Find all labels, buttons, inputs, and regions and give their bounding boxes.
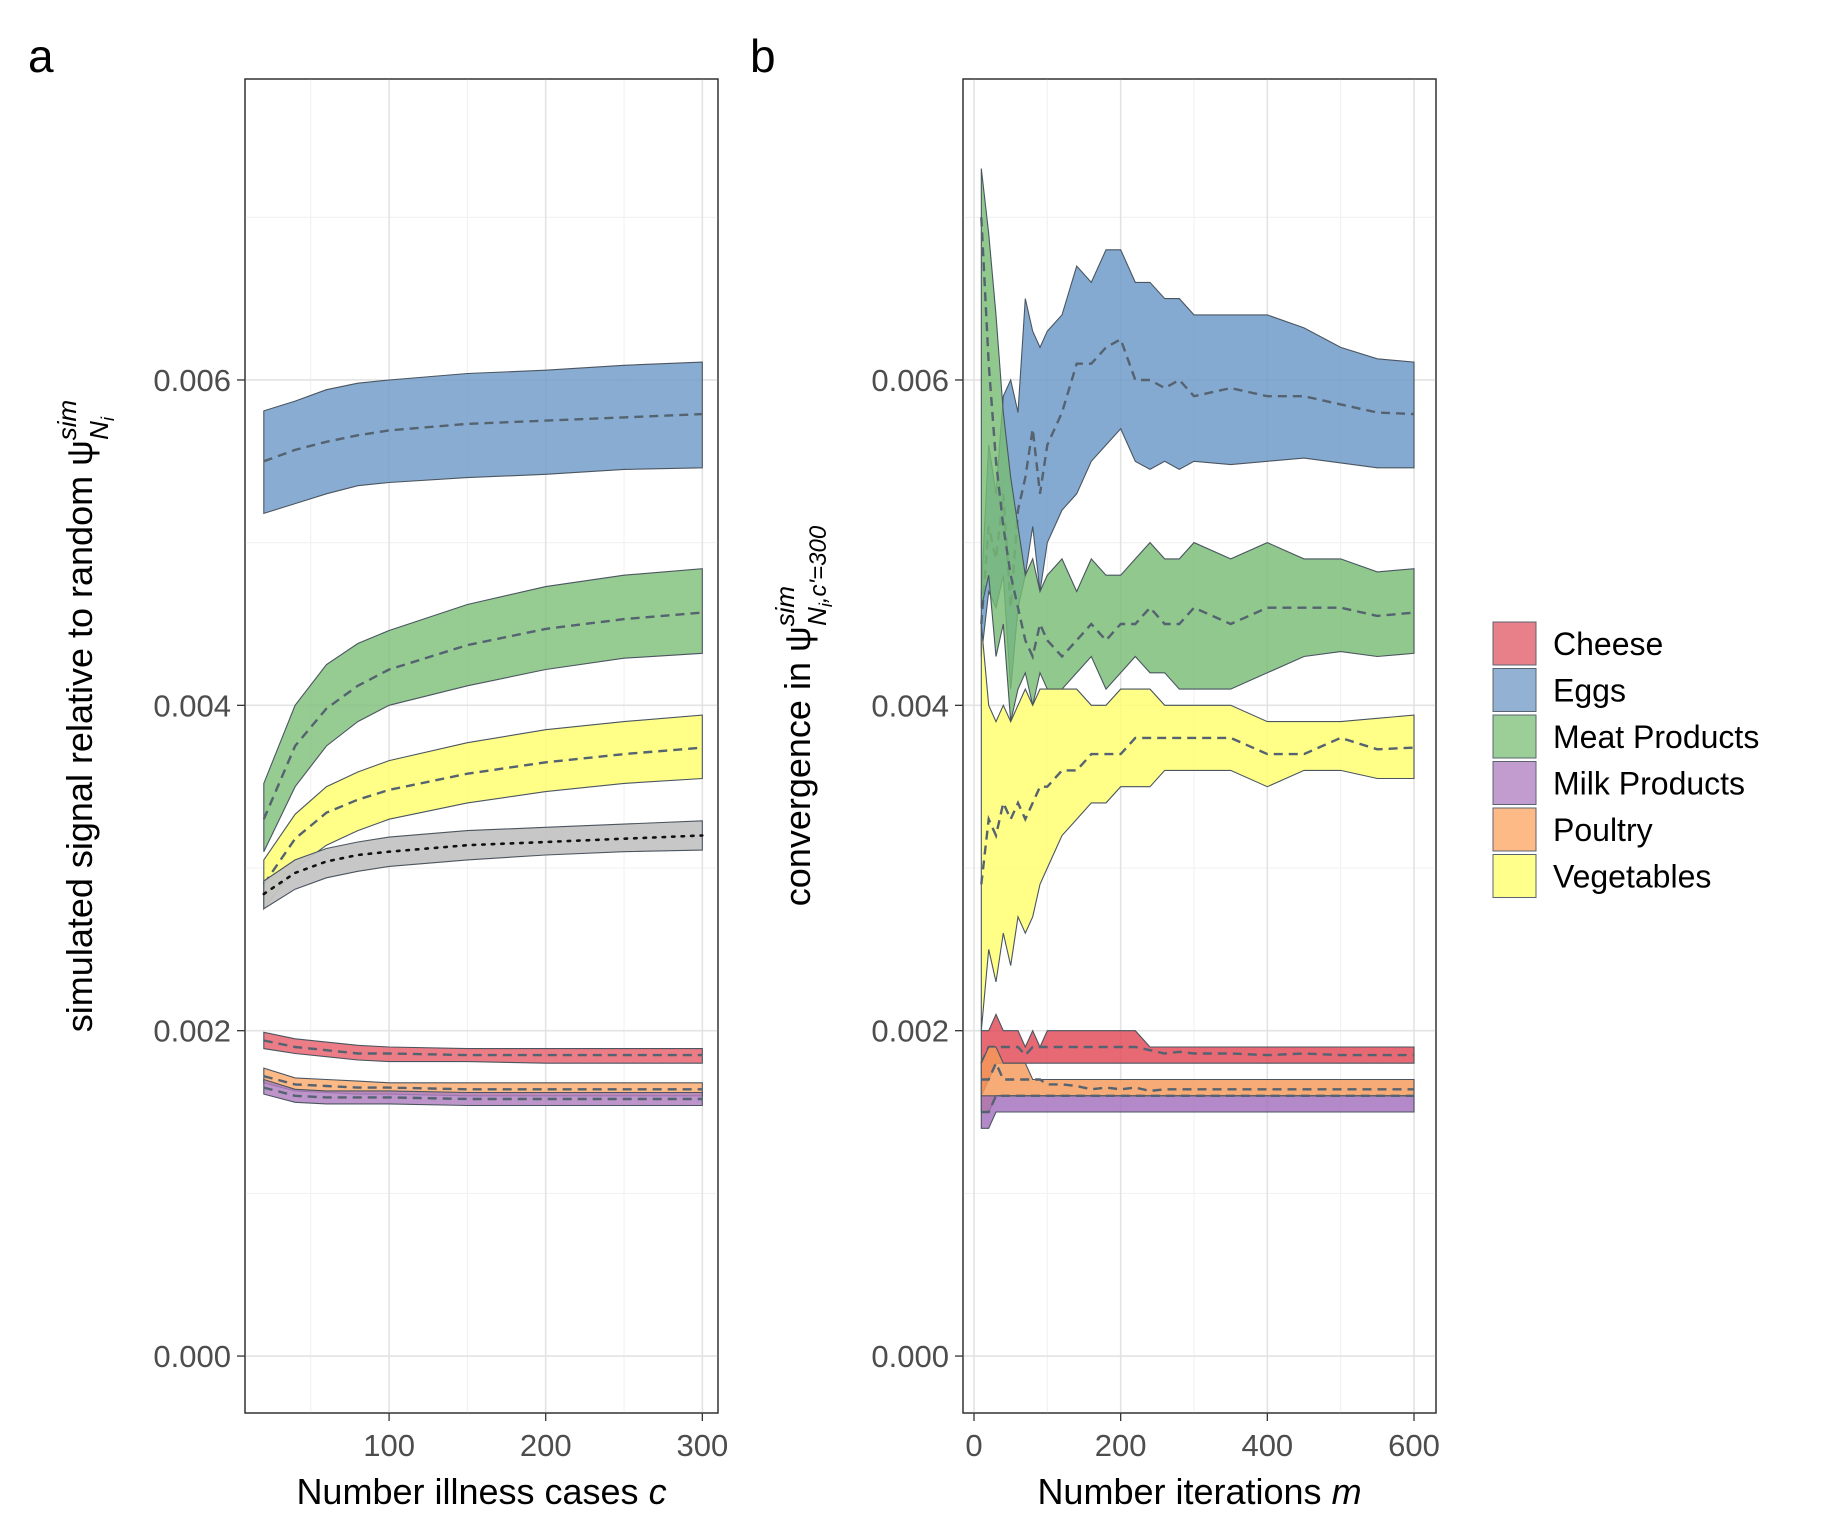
band-vegetables-a (263, 714, 703, 911)
y-tick-label: 0.004 (153, 688, 231, 723)
panel-b-letter: b (750, 30, 776, 82)
band-eggs-a (263, 361, 703, 515)
x-tick-label: 100 (363, 1428, 415, 1463)
band-milk-products-b (980, 1095, 1415, 1129)
band-milk-products-a (263, 1078, 703, 1107)
y-axis-title-b: convergence in ψsimNi,c'=300 (770, 525, 836, 906)
x-axis-title-a: Number illness cases c (296, 1471, 666, 1512)
band-reference-a (263, 820, 703, 910)
x-tick-label: 300 (676, 1428, 728, 1463)
mean-line-poultry-a (263, 1075, 703, 1091)
mean-line-vegetables-b (980, 736, 1415, 885)
panel-a-letter: a (28, 30, 54, 82)
y-tick-label: 0.006 (153, 363, 231, 398)
legend-label-vegetables: Vegetables (1553, 859, 1711, 895)
x-tick-label: 400 (1241, 1428, 1293, 1463)
band-eggs-b (980, 249, 1415, 690)
legend-label-meat-products: Meat Products (1553, 719, 1759, 755)
panel-b-border (962, 78, 1437, 1414)
mean-line-vegetables-a (262, 746, 703, 885)
x-tick-label: 0 (965, 1428, 982, 1463)
mean-line-poultry-b (981, 1060, 1414, 1093)
legend-key-milk-products (1492, 761, 1537, 805)
y-tick-label: 0.006 (871, 363, 949, 398)
legend-label-milk-products: Milk Products (1553, 766, 1745, 802)
x-axis-title-b: Number iterations m (1037, 1471, 1361, 1512)
legend-key-meat-products (1492, 714, 1537, 759)
y-axis-title-a: simulated signal relative to random ψsim… (52, 400, 118, 1032)
mean-line-meat-products-a (262, 611, 703, 820)
legend-key-eggs (1492, 668, 1537, 712)
mean-line-reference-a (262, 834, 704, 896)
legend-key-poultry (1492, 807, 1537, 852)
mean-line-eggs-a (263, 412, 703, 463)
y-tick-label: 0.002 (153, 1014, 231, 1049)
band-cheese-a (263, 1031, 703, 1064)
x-tick-label: 600 (1388, 1428, 1440, 1463)
x-tick-label: 200 (1095, 1428, 1147, 1463)
x-tick-label: 200 (520, 1428, 572, 1463)
y-tick-label: 0.002 (871, 1014, 949, 1049)
mean-line-milk-products-a (263, 1086, 703, 1101)
panel-b-chart: 0.000 0.002 0.004 0.006 0 200 400 600 Number ite… (770, 78, 1440, 1512)
band-vegetables-b (980, 623, 1415, 1031)
mean-line-milk-products-b (981, 1094, 1414, 1114)
legend-key-vegetables (1492, 854, 1537, 898)
y-tick-label: 0.004 (871, 688, 949, 723)
panel-a-chart: 0.000 0.002 0.004 0.006 100 200 300 Number illn… (52, 78, 728, 1512)
band-cheese-b (980, 1013, 1415, 1097)
panel-a-border (244, 78, 719, 1414)
y-tick-label: 0.000 (871, 1339, 949, 1374)
legend-label-poultry: Poultry (1553, 812, 1653, 848)
mean-line-cheese-a (263, 1039, 703, 1057)
legend-key-cheese (1492, 621, 1537, 666)
legend: Cheese Eggs Meat Products Milk Products Poul… (1492, 621, 1759, 898)
legend-label-eggs: Eggs (1553, 673, 1626, 709)
legend-label-cheese: Cheese (1553, 626, 1663, 662)
band-meat-products-b (980, 168, 1415, 722)
y-tick-label: 0.000 (153, 1339, 231, 1374)
mean-line-meat-products-b (980, 217, 1415, 661)
band-meat-products-a (263, 568, 703, 852)
